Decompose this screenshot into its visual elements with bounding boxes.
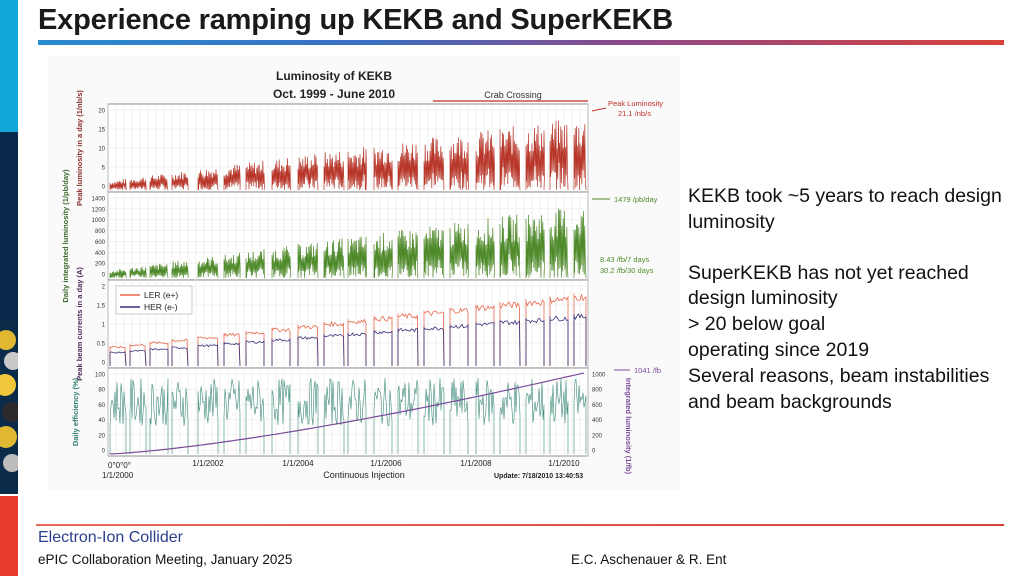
peak-luminosity-value: 21.1 /nb/s [618, 109, 651, 118]
peak-luminosity-annotation: Peak Luminosity [608, 99, 663, 108]
x-axis-label: Continuous Injection [323, 470, 405, 480]
integrated-tick: 600 [592, 403, 603, 409]
bullet-superkekb: SuperKEKB has not yet reached design lum… [688, 261, 969, 310]
ler-current-trace [109, 293, 587, 367]
daily-tick: 600 [95, 240, 106, 246]
footer-meeting: ePIC Collaboration Meeting, January 2025 [38, 552, 293, 567]
daily-tick: 1000 [92, 218, 106, 224]
ler-legend-label: LER (e+) [144, 290, 178, 300]
current-tick: 2 [102, 285, 106, 291]
integrated-axis-label: Integrated luminosity (1/fb) [624, 378, 633, 475]
integrated-luminosity-annotation: 1041 /fb [634, 366, 661, 375]
integrated-tick: 0 [592, 449, 596, 455]
efficiency-trace [109, 377, 587, 454]
peak-arrow [591, 107, 607, 112]
efficiency-axis-label: Daily efficiency (%) [71, 377, 80, 446]
peak-tick: 10 [98, 147, 105, 153]
title-underline [38, 40, 1004, 45]
daily-axis-label: Daily integrated luminosity (1/pb/day) [61, 169, 70, 303]
weekly-luminosity-annotation: 8.43 /fb/7 days [600, 255, 649, 264]
left-accent-strip [0, 0, 18, 576]
her-legend-label: HER (e-) [144, 302, 178, 312]
peak-tick: 5 [102, 166, 106, 172]
bullet-reasons: Several reasons, beam instabilities and … [688, 364, 990, 413]
update-timestamp: Update: 7/18/2010 13:40:53 [494, 473, 583, 480]
daily-tick: 400 [95, 251, 106, 257]
x-start-label: 1/1/2000 [102, 471, 134, 480]
efficiency-tick: 40 [98, 418, 105, 424]
peak-tick: 20 [98, 109, 105, 115]
current-tick: 1.5 [97, 304, 106, 310]
strip-blue-block [0, 0, 18, 132]
monthly-luminosity-annotation: 30.2 /fb/30 days [600, 266, 654, 275]
integrated-luminosity-curve [109, 372, 585, 455]
strip-spheres-image [0, 322, 18, 494]
bullet-operating-since: operating since 2019 [688, 338, 870, 361]
daily-tick: 200 [95, 262, 106, 268]
daily-tick: 1200 [92, 207, 106, 213]
efficiency-tick: 80 [98, 388, 105, 394]
efficiency-tick: 20 [98, 433, 105, 439]
eic-logo-text: Electron-Ion Collider [38, 529, 183, 546]
daily-luminosity-annotation: 1479 /pb/day [614, 195, 658, 204]
x-tick-2002: 1/1/2002 [192, 459, 224, 468]
kekb-luminosity-figure: Luminosity of KEKB Oct. 1999 - June 2010… [48, 56, 680, 490]
peak-tick: 0 [102, 185, 106, 191]
her-current-trace [109, 313, 587, 367]
efficiency-tick: 60 [98, 403, 105, 409]
bullet-kekb: KEKB took ~5 years to reach design lumin… [688, 185, 1002, 233]
integrated-tick: 400 [592, 418, 603, 424]
daily-tick: 0 [102, 273, 106, 279]
current-axis-label: Peak beam currents in a day (A) [75, 267, 84, 381]
x-tick-2006: 1/1/2006 [370, 459, 402, 468]
luminosity-history-plot: Luminosity of KEKB Oct. 1999 - June 2010… [61, 69, 663, 480]
x-tick-2004: 1/1/2004 [282, 459, 314, 468]
footer-authors: E.C. Aschenauer & R. Ent [571, 552, 727, 567]
bullet-text-block: KEKB took ~5 years to reach design lumin… [688, 184, 1008, 415]
figure-title-line2: Oct. 1999 - June 2010 [273, 87, 395, 101]
current-tick: 0 [102, 361, 106, 367]
slide-title: Experience ramping up KEKB and SuperKEKB [38, 4, 673, 36]
current-tick: 1 [102, 323, 106, 329]
x-tick-2008: 1/1/2008 [460, 459, 492, 468]
current-legend-box [115, 285, 193, 315]
integrated-tick: 200 [592, 433, 603, 439]
strip-navy-block [0, 132, 18, 322]
daily-tick: 1400 [92, 197, 106, 203]
figure-title-line1: Luminosity of KEKB [276, 69, 392, 83]
daily-tick: 800 [95, 229, 106, 235]
efficiency-tick: 0 [102, 449, 106, 455]
x-start-small-label: 0°0°0° [108, 461, 131, 470]
peak-axis-label: Peak luminosity in a day (1/nb/s) [75, 90, 84, 206]
efficiency-tick: 100 [95, 373, 106, 379]
integrated-tick: 800 [592, 388, 603, 394]
strip-red-block [0, 496, 18, 576]
plot-traces [109, 120, 587, 455]
integrated-tick: 1000 [592, 373, 606, 379]
x-tick-2010: 1/1/2010 [548, 459, 580, 468]
crab-crossing-label: Crab Crossing [484, 90, 542, 100]
peak-tick: 15 [98, 128, 105, 134]
current-tick: 0.5 [97, 342, 106, 348]
y-tick-labels: 20151050140012001000800600400200021.510.… [92, 109, 606, 455]
daily-luminosity-trace [109, 208, 587, 279]
bullet-below-goal: > 20 below goal [688, 313, 826, 336]
footer-rule [36, 524, 1004, 526]
peak-luminosity-trace [109, 120, 587, 191]
